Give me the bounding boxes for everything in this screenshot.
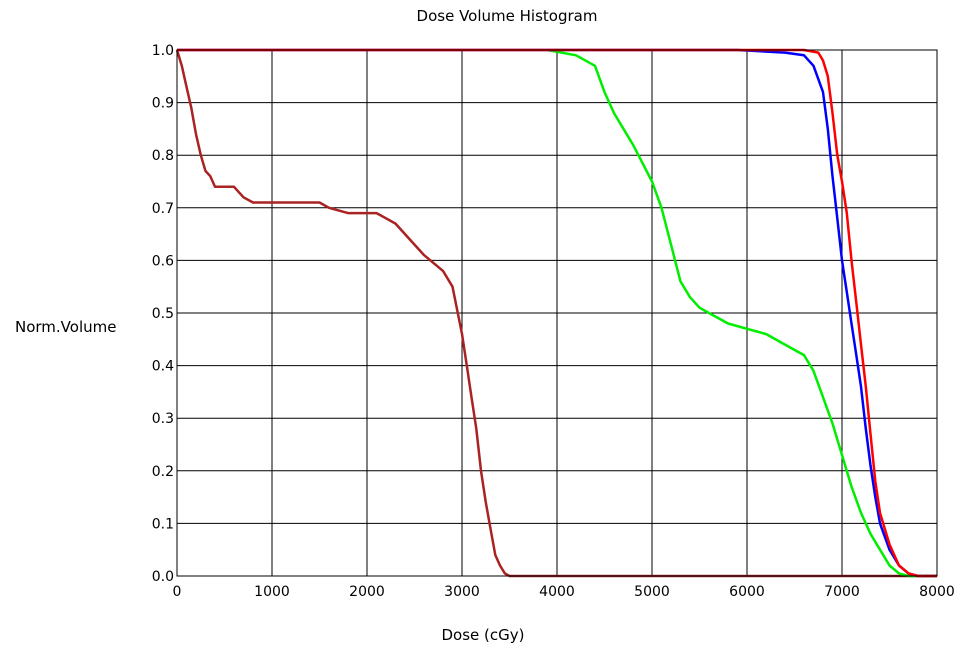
x-tick-label: 3000 xyxy=(444,584,480,600)
chart-title: Dose Volume Histogram xyxy=(417,7,598,25)
plot-frame xyxy=(176,49,938,577)
y-tick-label: 0.9 xyxy=(152,96,174,112)
x-tick-label: 4000 xyxy=(539,584,575,600)
x-tick-label: 7000 xyxy=(824,584,860,600)
series-line-2 xyxy=(547,48,937,578)
series-lines xyxy=(175,48,937,578)
x-axis-label: Dose (cGy) xyxy=(442,626,525,644)
series-line-1 xyxy=(175,49,937,578)
y-tick-label: 0.2 xyxy=(152,464,174,480)
y-tick-label: 0.1 xyxy=(152,516,174,532)
y-tick-label: 0.4 xyxy=(152,359,174,375)
x-tick-label: 5000 xyxy=(634,584,670,600)
y-axis-label: Norm.Volume xyxy=(15,318,116,336)
y-tick-label: 1.0 xyxy=(152,43,174,59)
series-line-4 xyxy=(177,48,937,578)
tick-labels: 0 1000 2000 3000 4000 5000 6000 7000 8000 0.0 0.1 0… xyxy=(152,43,955,600)
x-tick-label: 8000 xyxy=(919,584,955,600)
y-tick-label: 0.8 xyxy=(152,148,174,164)
y-tick-label: 0.0 xyxy=(152,569,174,585)
x-tick-label: 2000 xyxy=(349,584,385,600)
grid xyxy=(176,49,938,577)
y-tick-label: 0.3 xyxy=(152,411,174,427)
x-tick-label: 1000 xyxy=(254,584,290,600)
x-tick-label: 6000 xyxy=(729,584,765,600)
y-tick-label: 0.5 xyxy=(152,306,174,322)
series-line-3 xyxy=(177,48,937,578)
y-tick-label: 0.7 xyxy=(152,201,174,217)
y-tick-label: 0.6 xyxy=(152,253,174,269)
x-tick-label: 0 xyxy=(173,584,182,600)
